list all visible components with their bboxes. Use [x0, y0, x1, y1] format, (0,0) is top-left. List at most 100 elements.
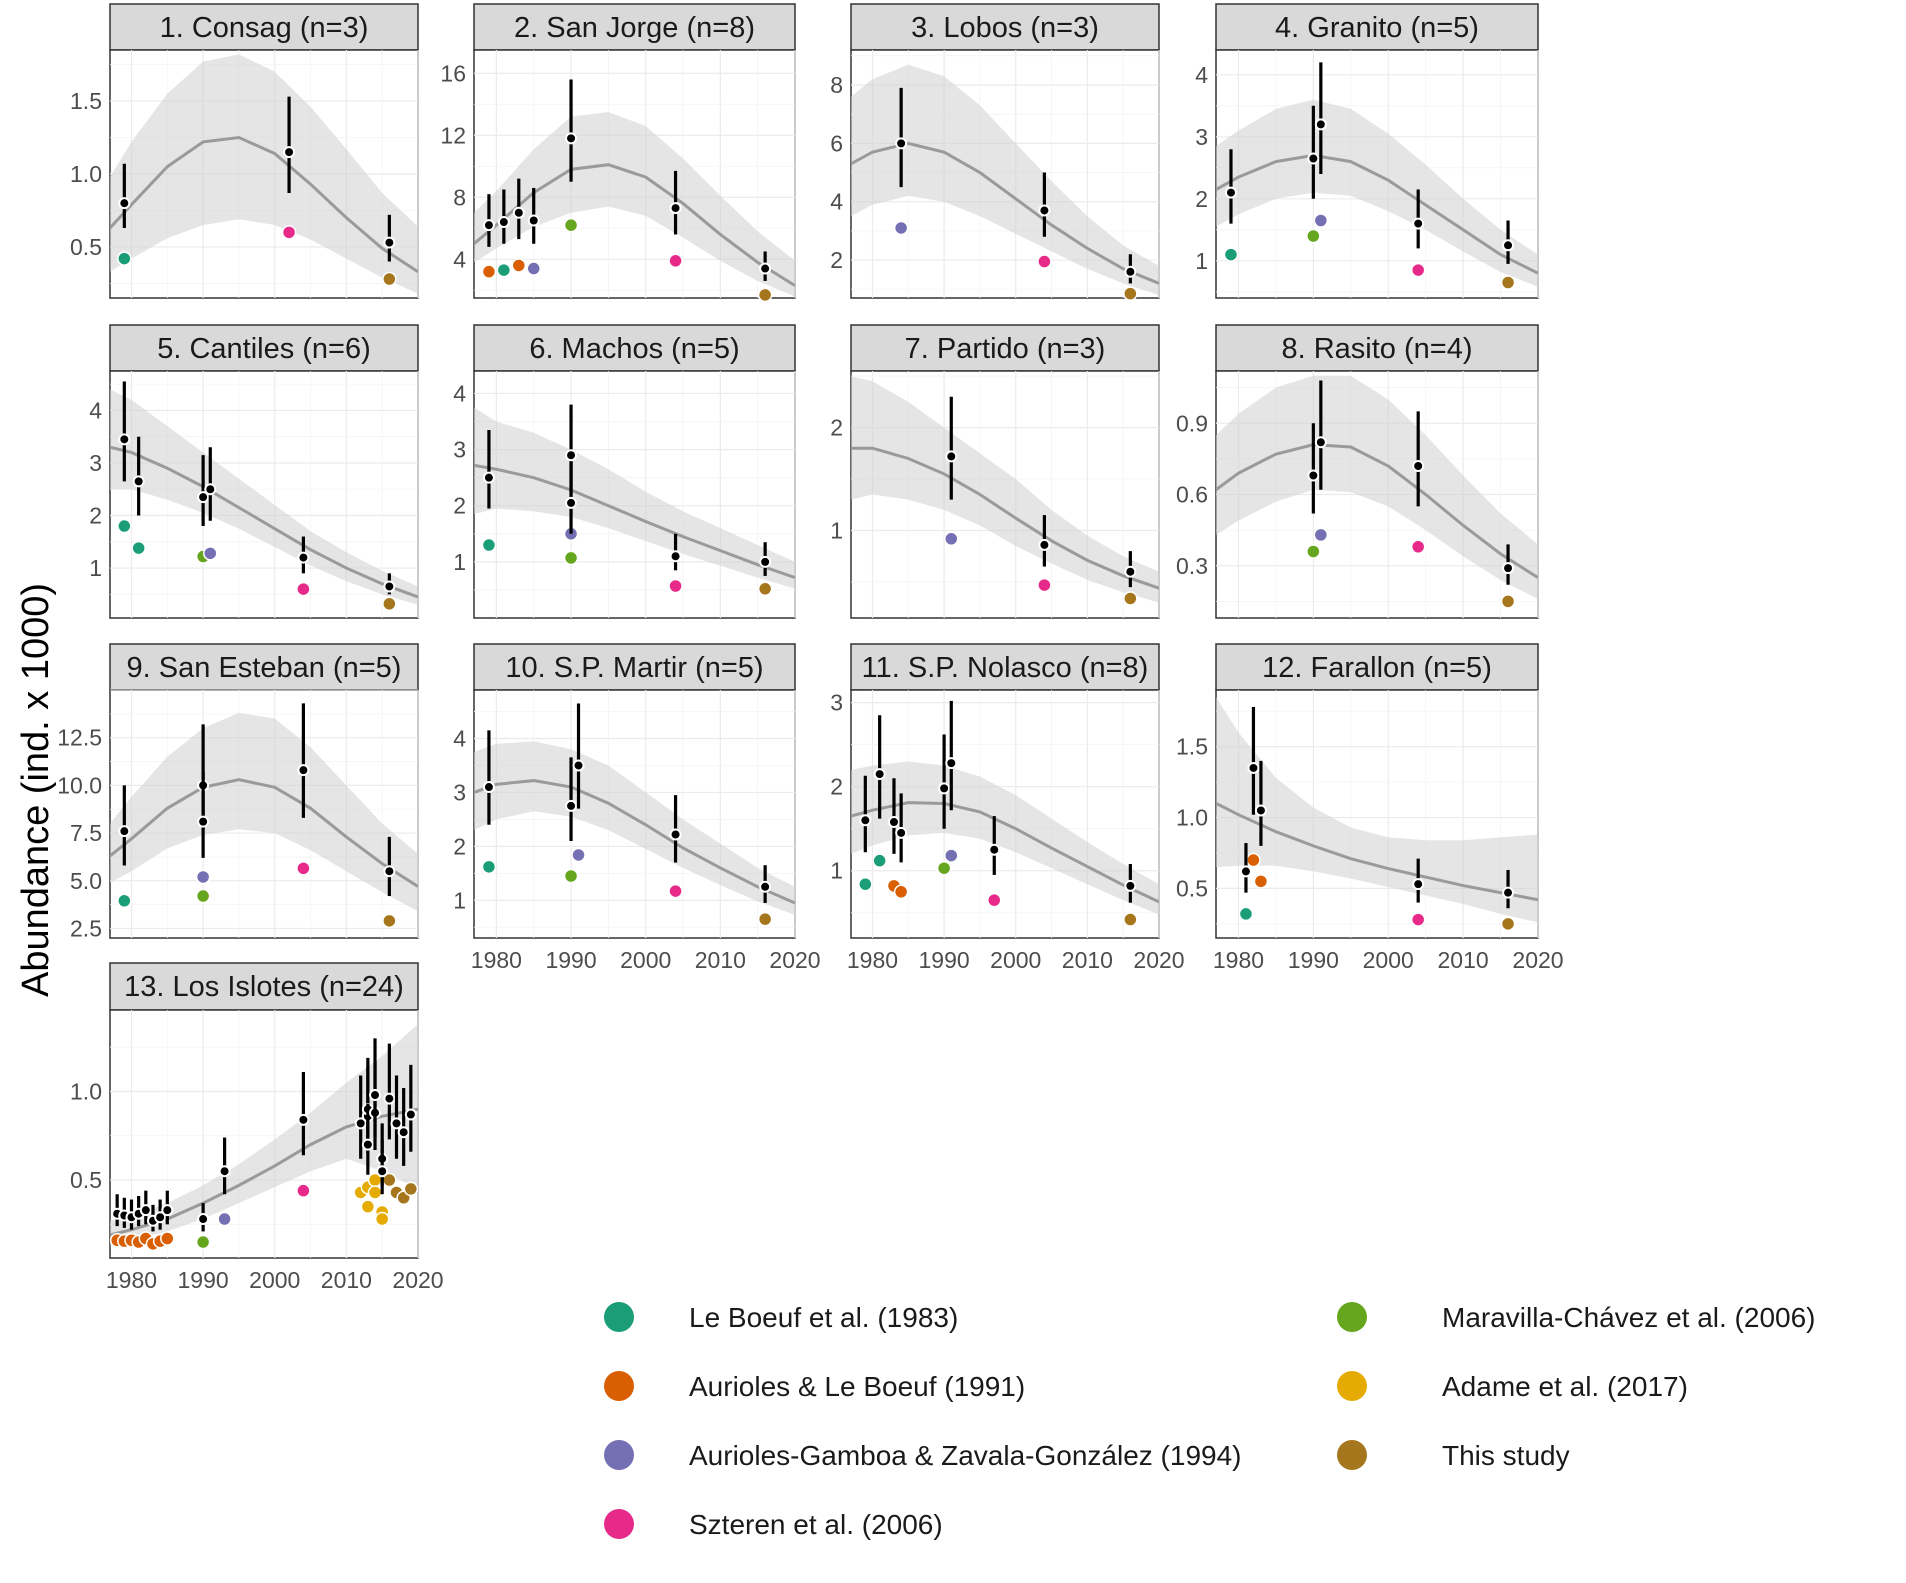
panel-strip [473, 643, 796, 691]
trend-layer [851, 376, 1159, 603]
panel-strip [109, 3, 419, 51]
abundance-estimate-point [297, 551, 310, 564]
y-tick-label: 2 [830, 247, 843, 273]
observed-count-point [1253, 874, 1269, 889]
abundance-estimate-point [1502, 886, 1515, 899]
confidence-band [110, 389, 418, 605]
y-tick-label: 4 [453, 726, 466, 752]
x-tick-label: 1990 [545, 947, 596, 973]
abundance-estimate-point [297, 764, 310, 777]
abundance-estimate-point [1307, 152, 1320, 165]
observed-count-point [195, 869, 211, 885]
legend-label: Aurioles-Gamboa & Zavala-González (1994) [689, 1440, 1241, 1471]
y-tick-label: 2 [830, 415, 843, 441]
abundance-estimate-point [895, 826, 908, 839]
abundance-estimate-point [1038, 538, 1051, 551]
observed-count-point [1500, 275, 1516, 290]
x-tick-label: 1980 [847, 947, 898, 973]
observed-count-point [944, 848, 959, 863]
abundance-estimate-point [197, 815, 210, 828]
legend-label: Le Boeuf et al. (1983) [689, 1302, 958, 1333]
abundance-estimate-point [1502, 562, 1515, 575]
observed-count-point [117, 893, 132, 909]
y-tick-label: 1 [1195, 248, 1208, 274]
observed-count-point [987, 892, 1002, 908]
abundance-estimate-point [527, 214, 540, 227]
observed-count-point [496, 262, 512, 278]
trend-line [474, 779, 795, 905]
abundance-estimate-point [669, 550, 682, 563]
abundance-estimate-point [1412, 460, 1425, 472]
panel-title: 9. San Esteban (n=5) [127, 652, 402, 684]
abundance-estimate-point [139, 1204, 152, 1217]
panel-strip [850, 324, 1160, 372]
abundance-estimate-point [759, 880, 772, 893]
y-tick-label: 2 [830, 774, 843, 800]
y-tick-label: 7.5 [70, 820, 102, 846]
abundance-estimate-point [1412, 217, 1425, 230]
trend-layer [110, 712, 418, 912]
observed-count-point [1223, 247, 1239, 262]
legend-item: Maravilla-Chávez et al. (2006) [1337, 1302, 1816, 1333]
confidence-band [851, 376, 1159, 603]
abundance-estimate-point [1224, 186, 1237, 199]
observed-count-point [1037, 254, 1052, 269]
observed-count-point [563, 868, 579, 884]
observed-count-point [131, 540, 146, 556]
confidence-band [1216, 99, 1538, 287]
observed-count-point [1313, 213, 1329, 228]
panel-6: 6. Machos (n=5) 1 2 3 4 [453, 324, 796, 619]
x-tick-label: 2010 [1438, 947, 1489, 973]
observed-count-point [1238, 906, 1254, 922]
legend-swatch [1337, 1371, 1367, 1401]
abundance-estimate-point [132, 475, 145, 488]
x-tick-label: 2010 [321, 1267, 372, 1293]
legend-swatch [1337, 1440, 1367, 1470]
y-tick-label: 1.5 [70, 88, 102, 114]
abundance-estimate-point [759, 262, 772, 275]
abundance-estimate-point [482, 781, 495, 794]
legend-label: This study [1442, 1440, 1570, 1471]
y-tick-label: 3 [453, 437, 466, 463]
legend-item: Le Boeuf et al. (1983) [604, 1302, 958, 1333]
panel-10: 10. S.P. Martir (n=5) 1 2 3 4 1980 1990 2000 201… [453, 643, 821, 973]
y-tick-label: 1 [89, 555, 102, 581]
y-tick-label: 2 [453, 833, 466, 859]
observed-count-point [757, 287, 773, 303]
y-tick-label: 0.6 [1176, 482, 1208, 508]
panel-grid: 1. Consag (n=3) 0.5 1.0 1.5 2. San Jorge (n=… [57, 3, 1564, 1293]
abundance-estimate-point [565, 132, 578, 145]
observed-count-point [296, 861, 311, 876]
trend-line [851, 446, 1159, 590]
trend-line [474, 463, 795, 579]
abundance-estimate-point [1038, 204, 1051, 217]
x-tick-label: 1980 [1213, 947, 1264, 973]
observed-count-point [117, 251, 132, 266]
observed-count-point [481, 537, 497, 553]
observed-count-point [757, 581, 773, 597]
legend-label: Aurioles & Le Boeuf (1991) [689, 1371, 1025, 1402]
observed-count-point [203, 546, 218, 561]
x-tick-label: 2000 [620, 947, 671, 973]
abundance-estimate-point [482, 471, 495, 484]
y-tick-label: 3 [830, 690, 843, 716]
observed-count-point [281, 225, 297, 240]
panel-title: 3. Lobos (n=3) [911, 12, 1099, 44]
y-tick-label: 10.0 [57, 772, 102, 798]
abundance-estimate-point [361, 1138, 374, 1151]
observed-count-point [382, 596, 397, 612]
y-tick-label: 1.5 [1176, 734, 1208, 760]
x-tick-label: 1990 [919, 947, 970, 973]
abundance-estimate-point [669, 828, 682, 841]
abundance-estimate-point [895, 137, 908, 150]
legend-item: Adame et al. (2017) [1337, 1371, 1688, 1402]
abundance-estimate-point [482, 219, 495, 232]
legend-item: This study [1337, 1440, 1570, 1471]
y-tick-label: 5.0 [70, 868, 102, 894]
x-tick-label: 2000 [1363, 947, 1414, 973]
x-tick-label: 2020 [1133, 947, 1184, 973]
abundance-estimate-point [1314, 436, 1327, 449]
observed-count-point [1306, 228, 1321, 244]
panel-title: 8. Rasito (n=4) [1281, 333, 1472, 365]
legend-swatch [1337, 1302, 1367, 1332]
